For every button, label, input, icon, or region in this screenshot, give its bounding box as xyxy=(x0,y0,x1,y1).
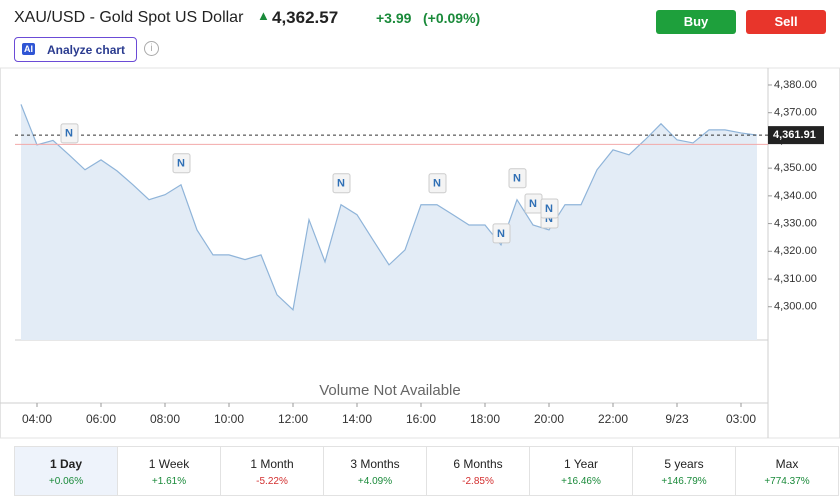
news-marker xyxy=(540,198,559,219)
period-label: 1 Week xyxy=(148,457,190,471)
period-change: -2.85% xyxy=(462,476,494,487)
news-label: N xyxy=(545,213,553,225)
period-label: 3 Months xyxy=(350,457,400,471)
last-price-label: 4,361.91 xyxy=(773,129,816,141)
news-label: N xyxy=(337,178,345,190)
period-change: +1.61% xyxy=(151,476,187,487)
news-marker xyxy=(332,173,351,194)
period-change: +0.06% xyxy=(48,476,84,487)
x-tick-label: 9/23 xyxy=(665,412,689,426)
info-icon[interactable]: i xyxy=(144,41,159,56)
period-tab[interactable]: Max +774.37% xyxy=(735,446,839,496)
change: +3.99 xyxy=(376,10,412,26)
news-marker xyxy=(172,153,191,174)
instrument-title: XAU/USD - Gold Spot US Dollar xyxy=(14,9,244,26)
news-label: N xyxy=(497,228,505,240)
change-pct: (+0.09%) xyxy=(423,10,481,26)
period-tab[interactable]: 5 years +146.79% xyxy=(632,446,736,496)
volume-note: Volume Not Available xyxy=(319,382,460,399)
period-tab[interactable]: 1 Day +0.06% xyxy=(14,446,118,496)
y-tick-label: 4,370.00 xyxy=(774,107,817,119)
x-tick-label: 08:00 xyxy=(150,412,180,426)
y-tick-label: 4,300.00 xyxy=(774,301,817,313)
buy-button[interactable]: Buy xyxy=(656,10,736,34)
x-tick-label: 18:00 xyxy=(470,412,500,426)
period-label: 1 Day xyxy=(49,457,83,471)
period-label: 6 Months xyxy=(453,457,503,471)
x-tick-label: 22:00 xyxy=(598,412,628,426)
price: 4,362.57 xyxy=(272,8,339,27)
period-tab[interactable]: 3 Months +4.09% xyxy=(323,446,427,496)
x-tick-label: 20:00 xyxy=(534,412,564,426)
ai-badge: AI xyxy=(22,43,35,55)
x-tick-label: 10:00 xyxy=(214,412,244,426)
x-tick-label: 06:00 xyxy=(86,412,116,426)
news-marker xyxy=(508,168,527,189)
y-tick-label: 4,320.00 xyxy=(774,245,817,257)
period-tab[interactable]: 1 Week +1.61% xyxy=(117,446,221,496)
y-tick-label: 4,380.00 xyxy=(774,79,817,91)
last-price-box xyxy=(768,126,824,145)
period-label: 5 years xyxy=(664,457,704,471)
news-label: N xyxy=(65,128,73,140)
news-label: N xyxy=(545,203,553,215)
x-tick-label: 04:00 xyxy=(22,412,52,426)
price-area xyxy=(21,104,757,340)
period-tab[interactable]: 6 Months -2.85% xyxy=(426,446,530,496)
up-arrow: ▲ xyxy=(257,8,270,23)
news-label: N xyxy=(513,173,521,185)
news-label: N xyxy=(433,178,441,190)
period-change: +774.37% xyxy=(764,476,810,487)
period-change: +16.46% xyxy=(561,476,601,487)
period-change: +4.09% xyxy=(357,476,393,487)
analyze-button[interactable]: AI Analyze chart xyxy=(14,37,137,62)
period-change: +146.79% xyxy=(661,476,707,487)
news-label: N xyxy=(177,158,185,170)
sell-button[interactable]: Sell xyxy=(746,10,826,34)
news-marker xyxy=(428,173,447,194)
period-tab[interactable]: 1 Month -5.22% xyxy=(220,446,324,496)
y-tick-label: 4,340.00 xyxy=(774,190,817,202)
x-tick-label: 16:00 xyxy=(406,412,436,426)
analyze-label: Analyze chart xyxy=(47,43,126,57)
period-label: Max xyxy=(775,457,799,471)
x-tick-label: 03:00 xyxy=(726,412,756,426)
period-label: 1 Month xyxy=(250,457,294,471)
x-tick-label: 12:00 xyxy=(278,412,308,426)
price-line xyxy=(20,104,758,311)
news-marker xyxy=(60,123,79,144)
period-tab[interactable]: 1 Year +16.46% xyxy=(529,446,633,496)
y-tick-label: 4,350.00 xyxy=(774,162,817,174)
y-tick-label: 4,330.00 xyxy=(774,217,817,229)
x-tick-label: 14:00 xyxy=(342,412,372,426)
period-label: 1 Year xyxy=(563,457,599,471)
y-tick-label: 4,310.00 xyxy=(774,273,817,285)
period-change: -5.22% xyxy=(256,476,288,487)
news-label: N xyxy=(529,198,537,210)
news-marker xyxy=(492,223,511,244)
